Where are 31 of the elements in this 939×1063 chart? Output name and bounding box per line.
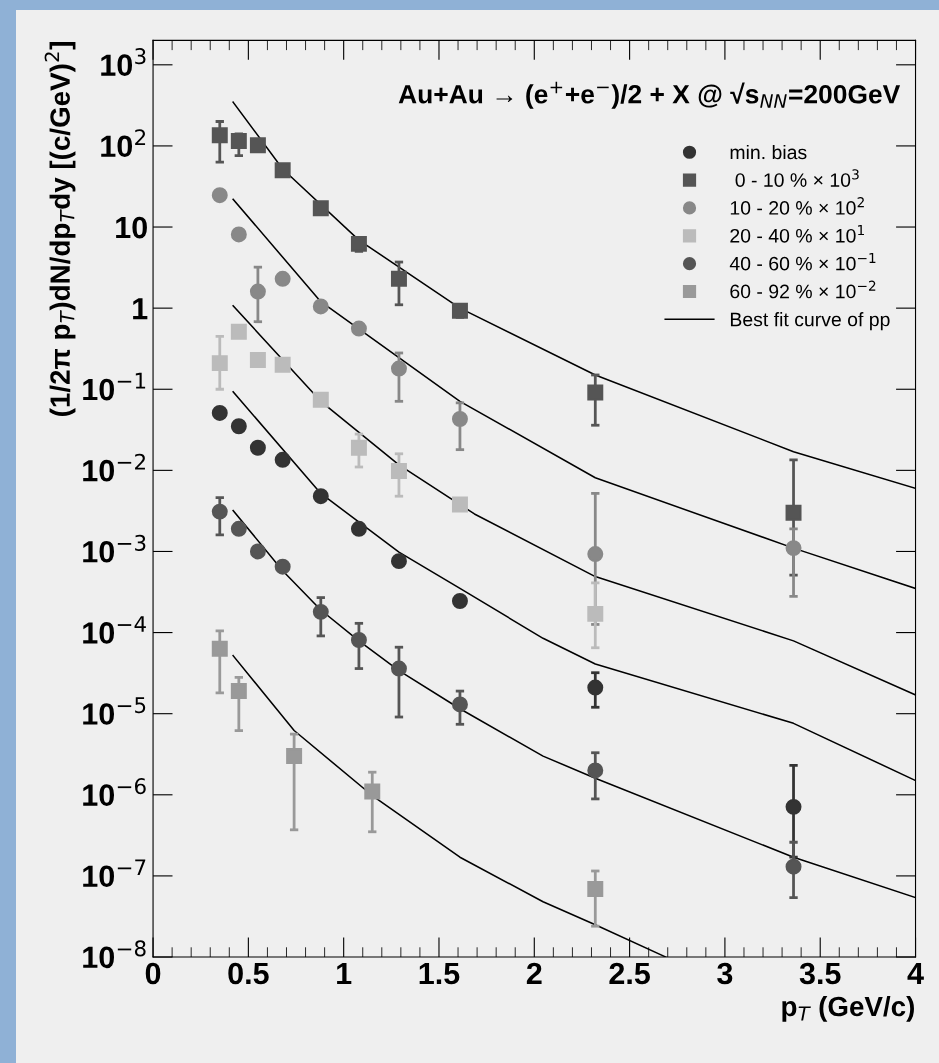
legend-label: 0 - 10 % × 10$^{3}$ xyxy=(735,169,859,187)
x-tick-label: 0.5 xyxy=(228,962,269,985)
y-tick-label: 10$^{−6}$ xyxy=(83,778,146,806)
x-tick-label: 2.5 xyxy=(609,962,650,985)
y-tick-label: 10$^{−2}$ xyxy=(83,453,145,482)
x-tick-label: 1.5 xyxy=(419,963,460,985)
legend-label: 40 - 60 % × 10$^{−1}$ xyxy=(729,252,876,271)
y-tick-label: 10$^{−1}$ xyxy=(83,372,146,401)
y-axis-title: (1/2π p$_{T}$)dN/dp$_{T}$dy [(c/GeV)$^{2}$] xyxy=(44,42,76,416)
x-axis-title: p$_{T}$ (GeV/c) xyxy=(782,995,914,1022)
y-tick-label: 10$^{−7}$ xyxy=(83,859,146,888)
x-tick-label: 3.5 xyxy=(799,962,841,985)
y-tick-label: 10$^{−4}$ xyxy=(83,616,146,644)
x-tick-label: 0 xyxy=(145,962,161,985)
legend-label: 10 - 20 % × 10$^{2}$ xyxy=(730,197,864,215)
text: Au+Au → (e$^{+}$+e$^{−}$)/2 + X @ √s$_{NN}$=200GeV xyxy=(398,81,901,109)
x-tick-label: 1 xyxy=(337,963,352,985)
x-tick-label: 2 xyxy=(526,962,542,985)
y-tick-label: 10$^{−8}$ xyxy=(83,940,146,969)
legend-label: min. bias xyxy=(730,144,807,160)
y-tick-label: 10$^{−3}$ xyxy=(83,534,146,563)
y-tick-label: 1 xyxy=(133,298,148,320)
y-tick-label: 10$^{2}$ xyxy=(101,129,146,158)
x-tick-label: 3 xyxy=(717,962,733,985)
y-tick-label: 10$^{−5}$ xyxy=(83,697,146,725)
legend-label: 60 - 92 % × 10$^{−2}$ xyxy=(730,280,876,299)
y-tick-label: 10$^{3}$ xyxy=(101,48,146,76)
legend-label: 20 - 40 % × 10$^{1}$ xyxy=(730,225,864,243)
x-tick-label: 4 xyxy=(907,963,924,985)
y-tick-label: 10 xyxy=(116,216,147,239)
legend-label: Best fit curve of pp xyxy=(730,312,890,331)
